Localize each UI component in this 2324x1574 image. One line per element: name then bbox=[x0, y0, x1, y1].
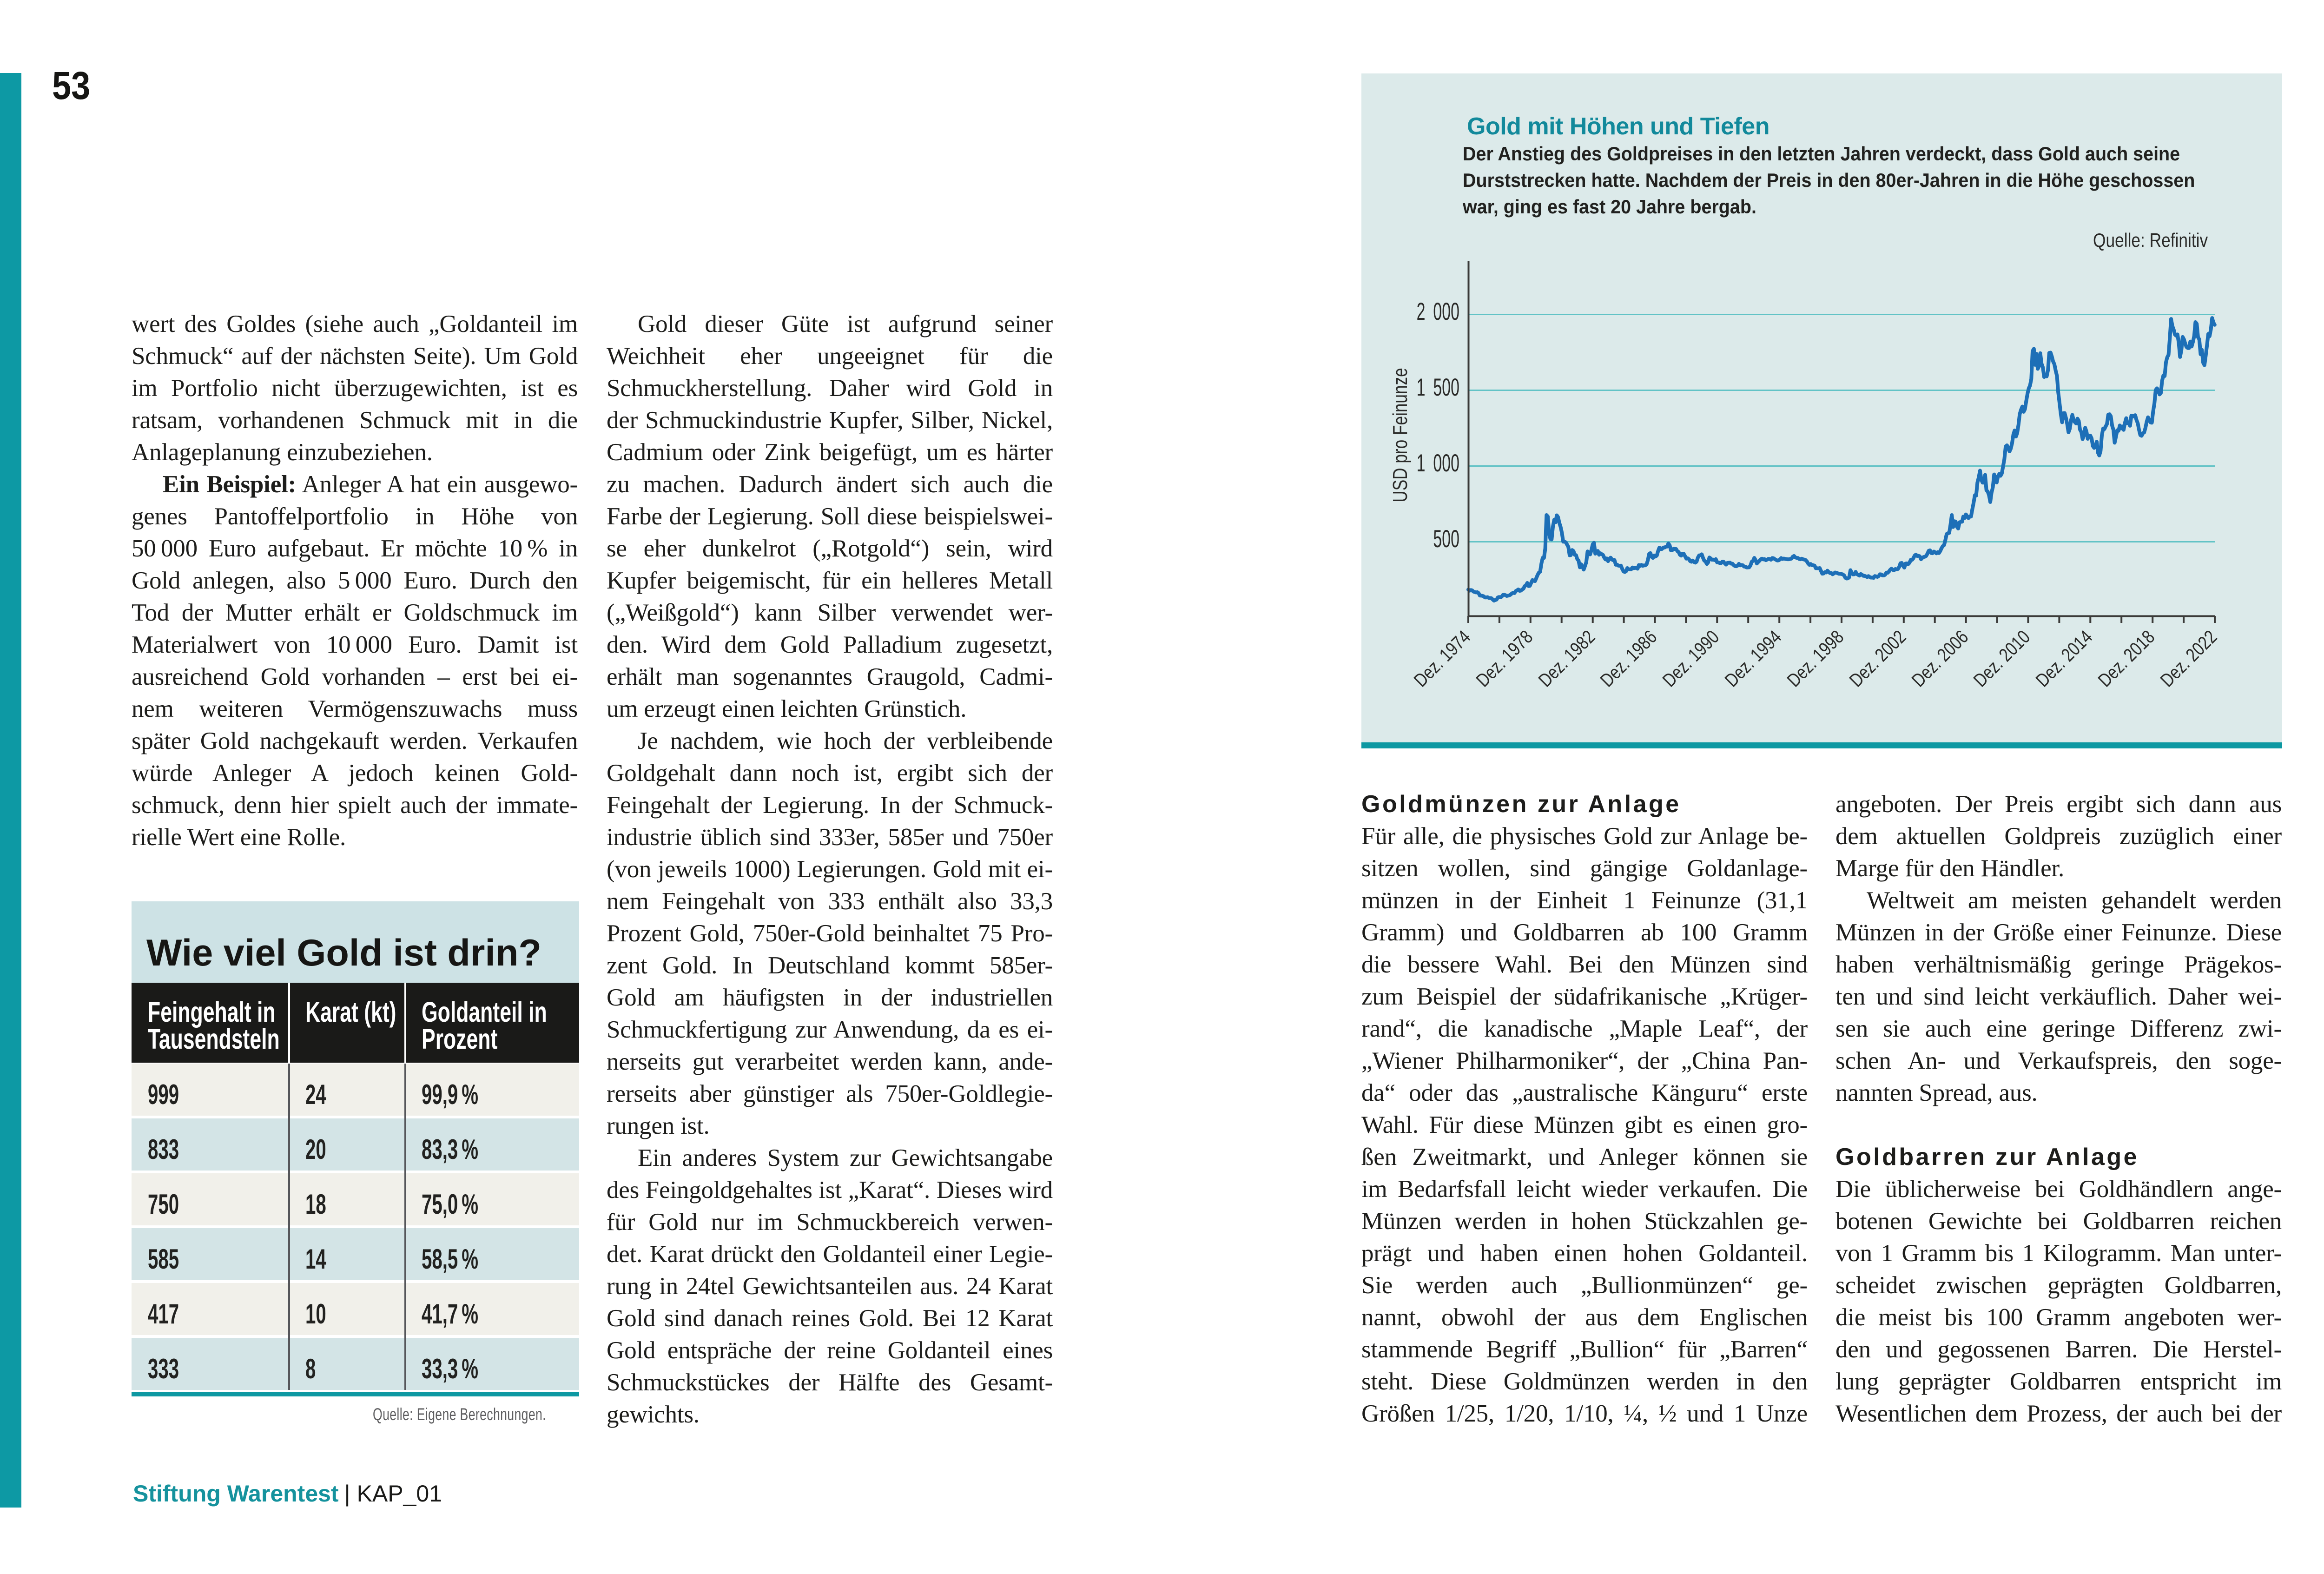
svg-text:Dez. 2006: Dez. 2006 bbox=[1908, 626, 1973, 691]
svg-text:Dez. 2010: Dez. 2010 bbox=[1969, 626, 2034, 691]
svg-text:Dez. 2018: Dez. 2018 bbox=[2094, 626, 2159, 691]
svg-text:Dez. 2022: Dez. 2022 bbox=[2156, 626, 2221, 691]
svg-text:1 500: 1 500 bbox=[1417, 374, 1459, 401]
svg-text:Dez. 1998: Dez. 1998 bbox=[1783, 626, 1848, 691]
svg-text:500: 500 bbox=[1433, 526, 1459, 553]
svg-text:USD pro Feinunze: USD pro Feinunze bbox=[1389, 368, 1412, 502]
svg-text:Dez. 1978: Dez. 1978 bbox=[1472, 626, 1537, 691]
svg-text:Dez. 2014: Dez. 2014 bbox=[2032, 626, 2097, 691]
svg-text:Dez. 1990: Dez. 1990 bbox=[1658, 626, 1723, 691]
svg-text:Dez. 1974: Dez. 1974 bbox=[1410, 626, 1475, 691]
svg-text:1 000: 1 000 bbox=[1417, 450, 1459, 477]
svg-text:Dez. 1994: Dez. 1994 bbox=[1721, 626, 1786, 691]
svg-text:Dez. 1982: Dez. 1982 bbox=[1534, 626, 1599, 691]
svg-text:Dez. 2002: Dez. 2002 bbox=[1845, 626, 1910, 691]
svg-text:Dez. 1986: Dez. 1986 bbox=[1596, 626, 1661, 691]
svg-text:2 000: 2 000 bbox=[1417, 298, 1459, 325]
